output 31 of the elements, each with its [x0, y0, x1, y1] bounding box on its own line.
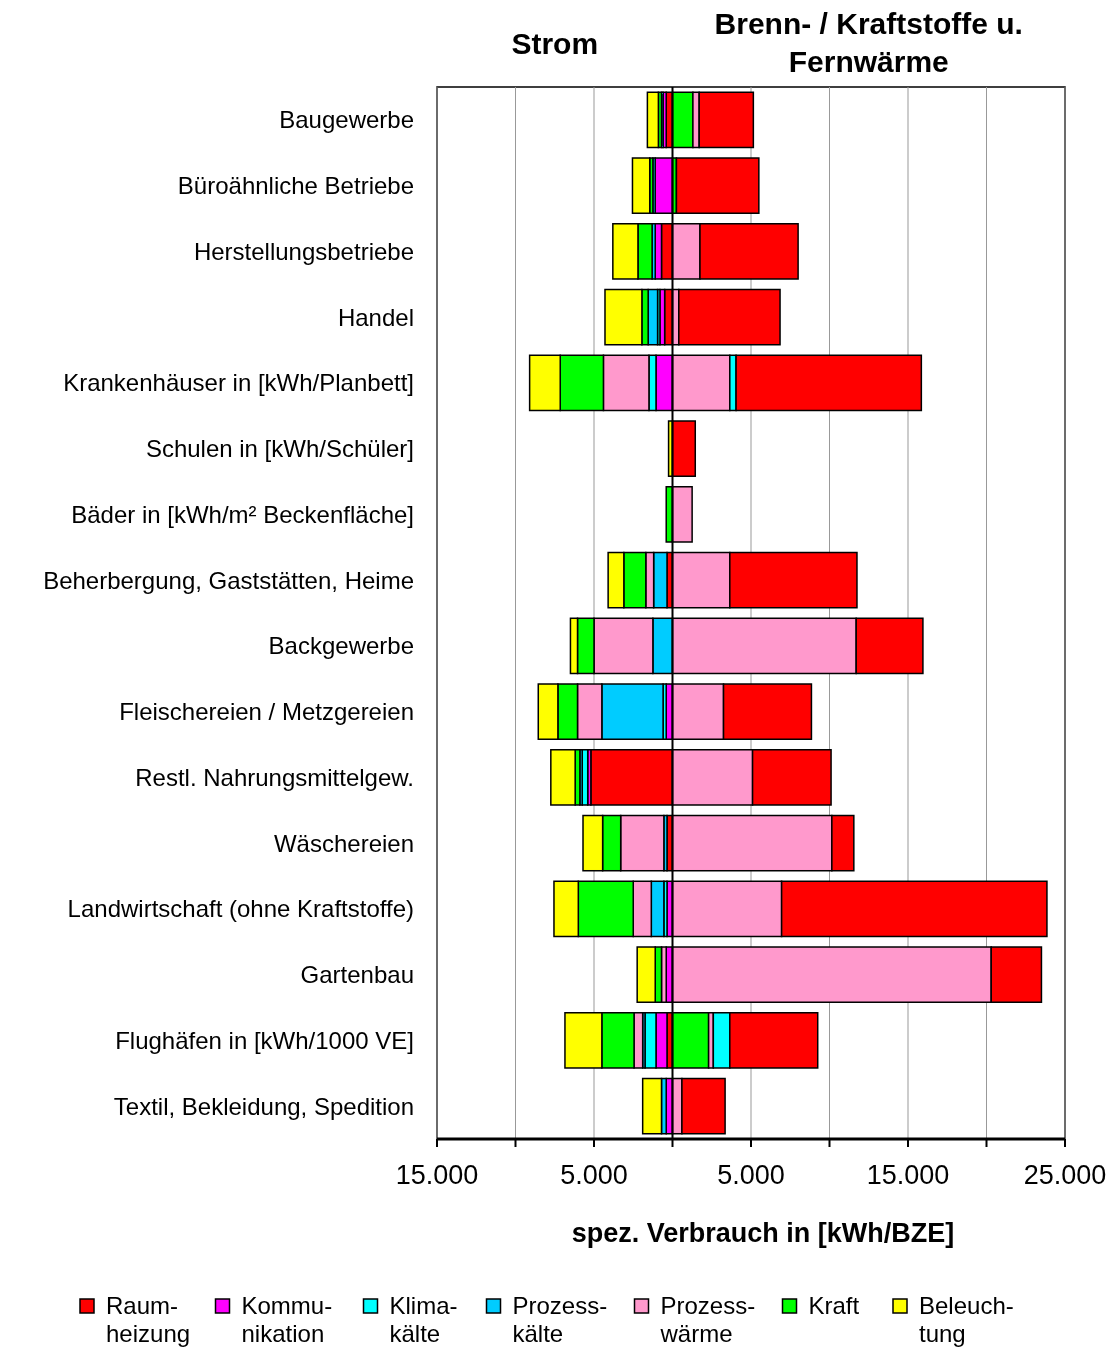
- x-tick-label: 15.000: [866, 1160, 950, 1190]
- y-tick-label: Handel: [337, 303, 414, 331]
- legend-label: Klima- kälte: [389, 1291, 458, 1347]
- x-tick-label: 15.000: [395, 1160, 479, 1190]
- y-tick-label: Krankenhäuser in [kWh/Planbett]: [63, 369, 414, 397]
- y-tick-label: Landwirtschaft (ohne Kraftstoffe): [67, 895, 414, 923]
- text: Strom: [511, 27, 599, 60]
- y-tick-label: Schulen in [kWh/Schüler]: [145, 435, 414, 463]
- y-tick-label: Gartenbau: [300, 961, 414, 989]
- y-tick-label: Restl. Nahrungsmittelgew.: [135, 763, 414, 791]
- y-tick-label: Fleischereien / Metzgereien: [119, 698, 414, 726]
- x-tick-label: 5.000: [560, 1160, 628, 1190]
- legend-label: Prozess- wärme: [659, 1291, 756, 1347]
- y-tick-label: Bäder in [kWh/m² Beckenfläche]: [71, 500, 414, 528]
- legend-label: Raum- heizung: [106, 1291, 191, 1347]
- text: Brenn- / Kraftstoffe u. Fernwärme: [714, 7, 1023, 78]
- legend-label: Kraft: [808, 1291, 860, 1319]
- y-tick-label: Textil, Bekleidung, Spedition: [113, 1092, 414, 1120]
- y-tick-label: Büroähnliche Betriebe: [177, 172, 414, 200]
- y-tick-label: Backgewerbe: [268, 632, 414, 660]
- y-tick-label: Herstellungsbetriebe: [193, 237, 414, 265]
- legend-label: Kommu- nikation: [241, 1291, 333, 1347]
- x-axis-title: spez. Verbrauch in [kWh/BZE]: [571, 1218, 955, 1248]
- y-tick-label: Baugewerbe: [279, 106, 414, 134]
- legend-label: Beleuch- tung: [919, 1291, 1014, 1347]
- y-tick-label: Wäschereien: [273, 829, 414, 857]
- legend-label: Prozess- kälte: [512, 1291, 608, 1347]
- x-tick-label: 5.000: [717, 1160, 785, 1190]
- y-tick-label: Flughäfen in [kWh/1000 VE]: [115, 1026, 414, 1054]
- y-tick-label: Beherbergung, Gaststätten, Heime: [43, 566, 414, 594]
- x-tick-label: 25.000: [1023, 1160, 1107, 1190]
